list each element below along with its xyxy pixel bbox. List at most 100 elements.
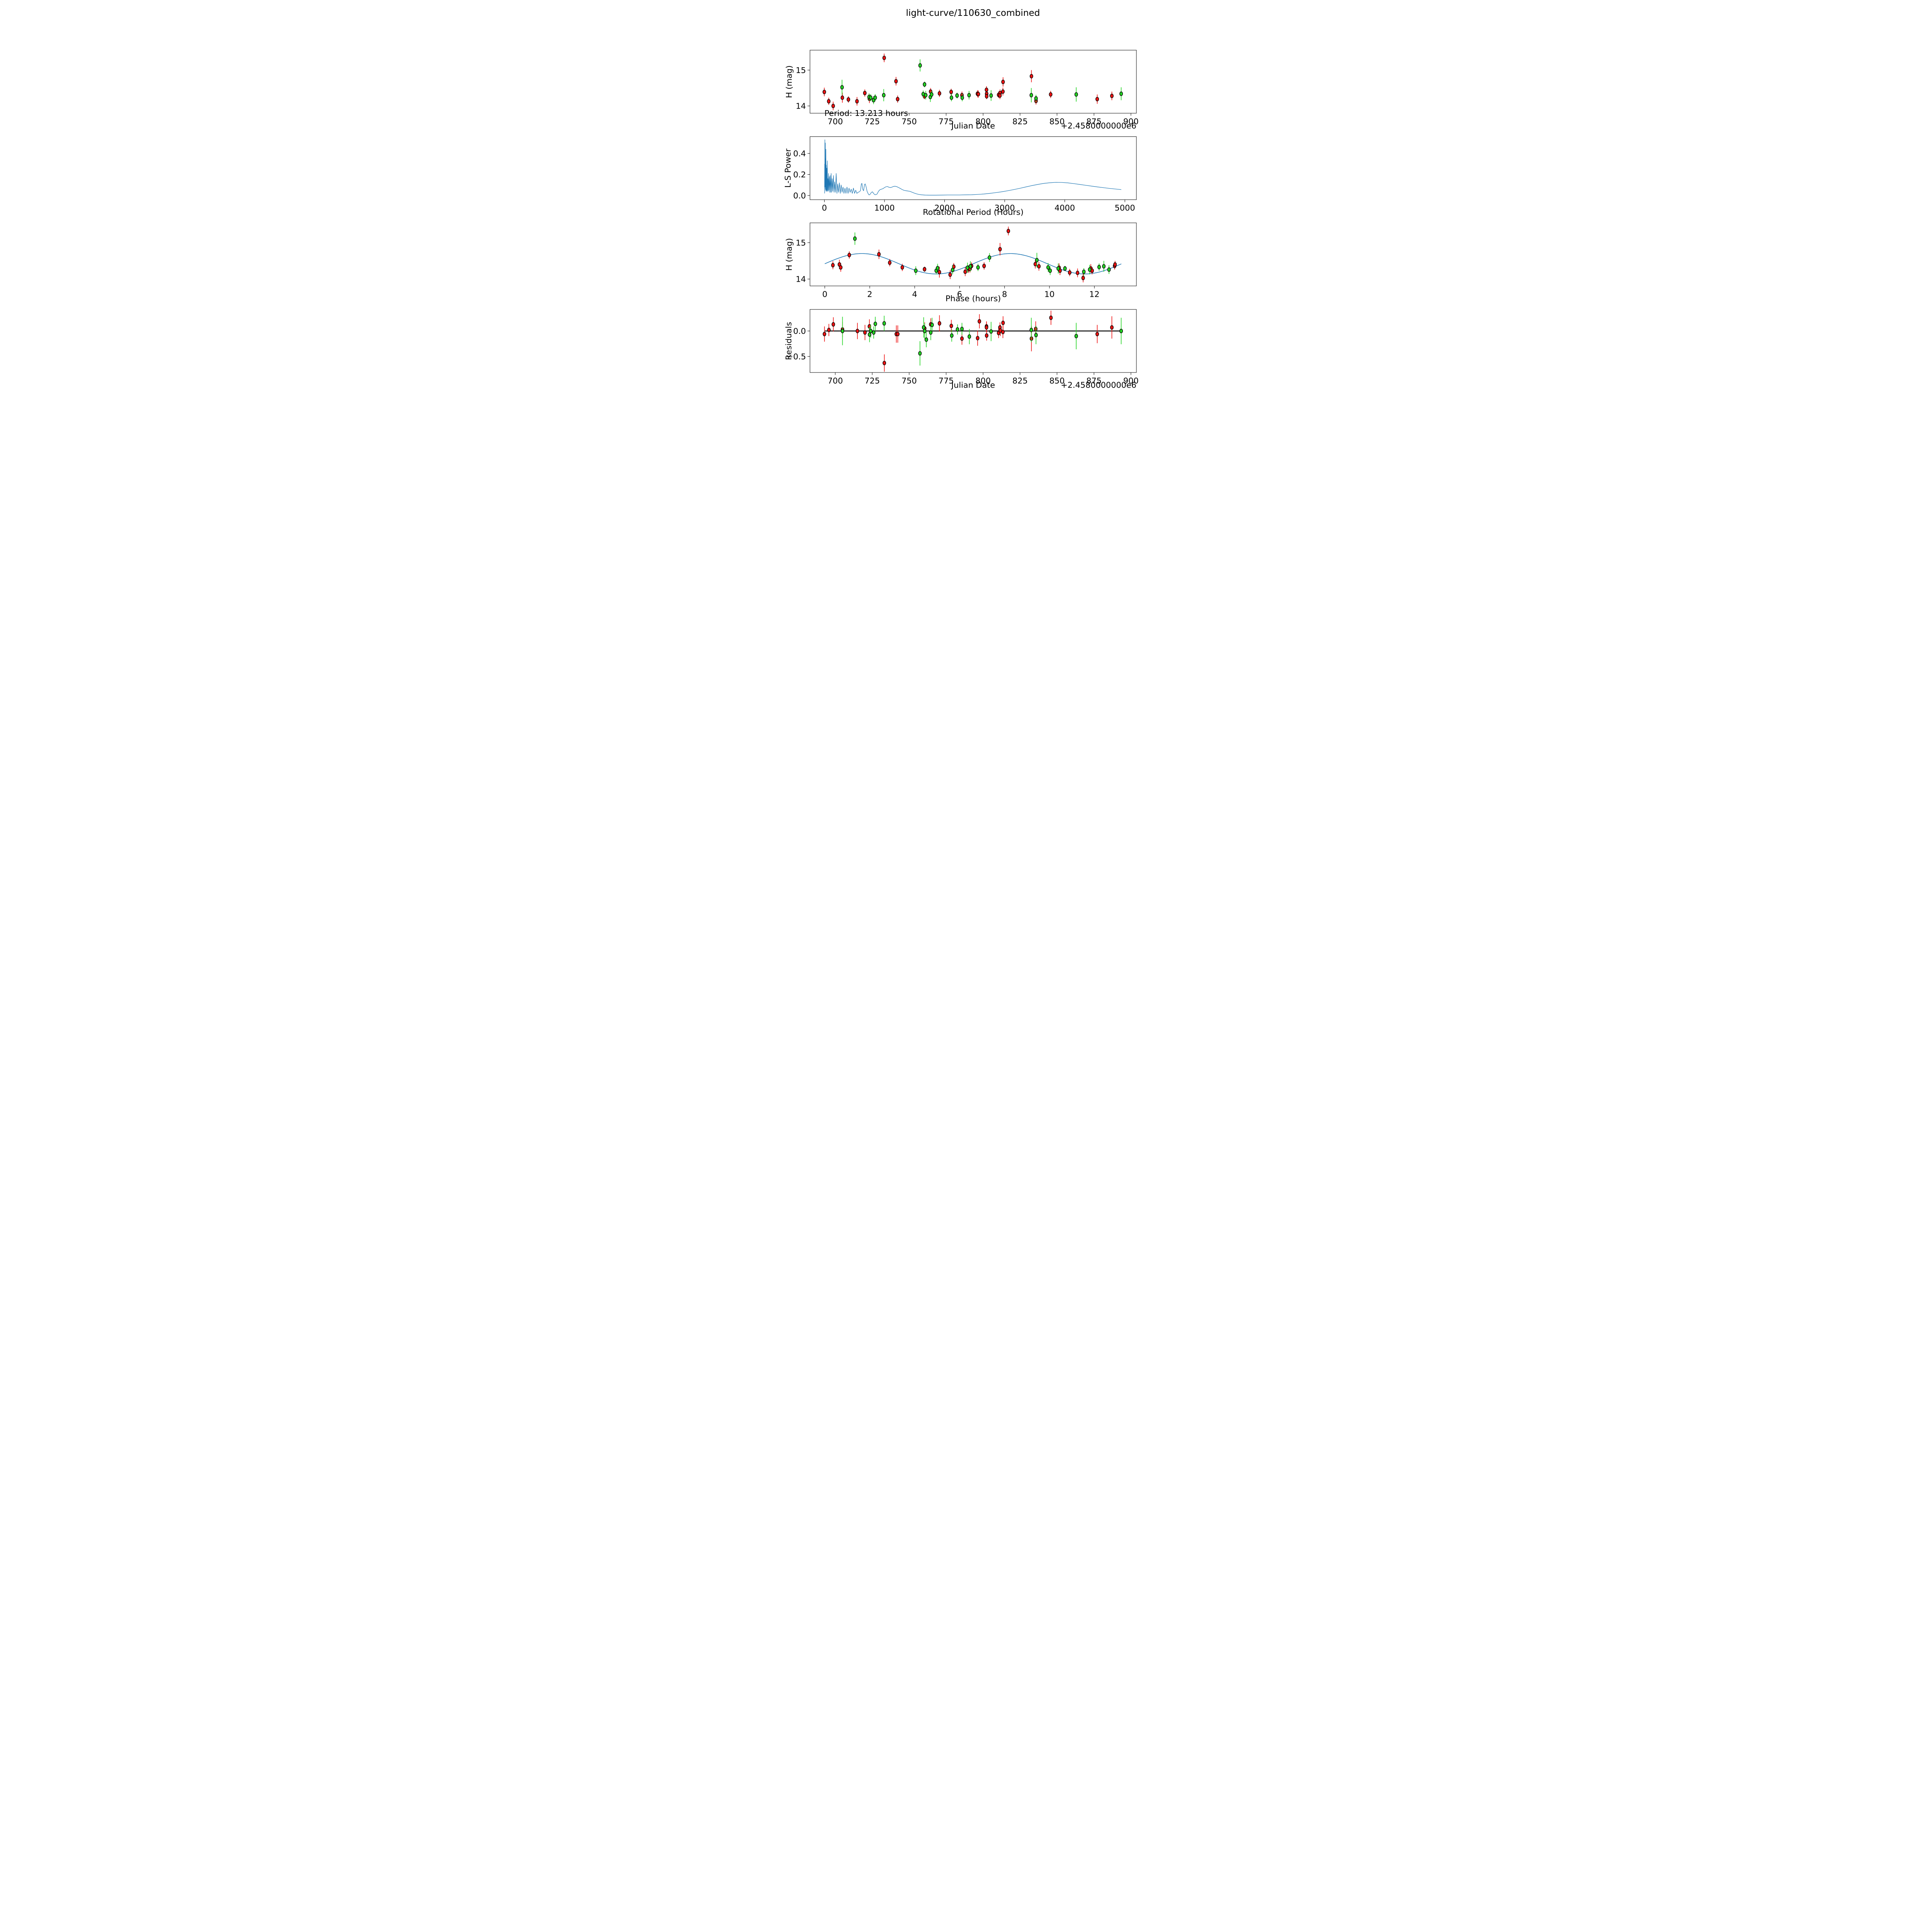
data-point xyxy=(882,321,886,326)
data-point xyxy=(1107,267,1111,272)
data-point xyxy=(840,95,844,100)
series-telescope-1-red xyxy=(823,310,1114,372)
plot-render-layer: 700 725 750 775 800 825 850 875 900 14 15 0 1000 2000… xyxy=(786,50,1139,385)
data-point xyxy=(935,266,939,270)
data-point xyxy=(960,327,964,332)
series-telescope-2-green xyxy=(840,59,1123,104)
subplot4-ylabel: Residuals xyxy=(784,322,793,360)
x-tick-label: 825 xyxy=(1012,117,1028,126)
data-point xyxy=(1049,315,1053,320)
data-point xyxy=(1048,268,1052,273)
x-tick-label: 800 xyxy=(975,117,991,126)
data-point xyxy=(924,93,928,98)
x-tick-label: 875 xyxy=(1086,376,1102,385)
data-point xyxy=(967,93,971,98)
data-point xyxy=(1102,264,1106,269)
data-point xyxy=(929,330,933,335)
series-telescope-2-green xyxy=(853,232,1111,276)
data-point xyxy=(1074,92,1078,97)
data-point xyxy=(1074,334,1078,338)
subplot1-ylabel: H (mag) xyxy=(784,65,794,98)
data-point xyxy=(978,319,981,324)
y-tick-label: 15 xyxy=(796,238,806,247)
data-point xyxy=(951,267,954,272)
data-point xyxy=(822,90,826,94)
data-point xyxy=(883,361,886,366)
data-point xyxy=(882,56,886,60)
y-tick-label: 14 xyxy=(796,275,806,284)
y-tick-label: 15 xyxy=(796,66,806,75)
y-tick-label: 0.0 xyxy=(793,327,806,336)
x-tick-label: 800 xyxy=(975,376,991,385)
data-point xyxy=(873,95,877,100)
data-point xyxy=(968,264,972,269)
data-point xyxy=(900,265,904,270)
data-point xyxy=(949,90,953,94)
light-curve-figure: light-curve/110630_combined Julian Date … xyxy=(757,0,1175,417)
x-tick-label: 825 xyxy=(1012,376,1028,385)
data-point xyxy=(918,351,922,356)
subplot4-x-offset-label: +2.4580000000e6 xyxy=(1061,380,1136,389)
data-point xyxy=(985,94,988,99)
data-point xyxy=(1037,264,1041,269)
data-point xyxy=(863,91,867,95)
data-point xyxy=(1029,74,1033,78)
data-point xyxy=(968,334,971,339)
data-point xyxy=(985,333,988,338)
data-point xyxy=(930,92,934,97)
y-tick-label: 14 xyxy=(796,102,806,111)
data-point xyxy=(1056,266,1060,271)
data-point xyxy=(873,321,877,326)
data-point xyxy=(922,325,925,330)
data-point xyxy=(823,332,827,337)
x-tick-label: 2 xyxy=(867,289,872,299)
data-point xyxy=(1001,80,1005,84)
data-point xyxy=(950,333,954,338)
subplot4-xlabel: Julian Date xyxy=(951,380,995,389)
data-point xyxy=(989,329,993,334)
x-tick-label: 4000 xyxy=(1054,203,1075,213)
x-tick-label: 4 xyxy=(912,289,917,299)
data-point xyxy=(988,255,992,260)
subplot-periodogram: 0 1000 2000 3000 4000 5000 0.0 0.2 0.4 xyxy=(793,136,1137,213)
data-point xyxy=(949,323,953,328)
x-tick-label: 8 xyxy=(1002,289,1007,299)
data-point xyxy=(840,85,844,90)
axes-frame xyxy=(810,223,1137,286)
data-point xyxy=(1095,97,1099,102)
figure-title: light-curve/110630_combined xyxy=(906,8,1040,18)
x-tick-label: 725 xyxy=(864,376,880,385)
data-point xyxy=(1001,330,1005,334)
x-tick-label: 1000 xyxy=(874,203,895,213)
y-tick-label: 0.0 xyxy=(793,191,806,200)
subplot1-x-offset-label: +2.4580000000e6 xyxy=(1061,121,1136,130)
data-point xyxy=(955,93,959,98)
axes-frame xyxy=(810,309,1137,373)
subplot-phased: 0 2 4 6 8 10 12 14 15 xyxy=(796,223,1137,299)
figure-root: light-curve/110630_combined Julian Date … xyxy=(757,0,1175,417)
data-point xyxy=(1095,332,1099,337)
data-point xyxy=(937,91,941,96)
data-point xyxy=(853,236,857,241)
data-point xyxy=(982,264,986,268)
data-point xyxy=(1076,270,1080,275)
data-point xyxy=(831,104,835,108)
subplot-residuals: 700 725 750 775 800 825 850 875 900 0.0 −0.5 xyxy=(786,309,1139,385)
data-point xyxy=(960,95,964,100)
data-point xyxy=(976,92,980,97)
data-point xyxy=(1068,270,1071,275)
data-point xyxy=(1033,262,1037,267)
data-point xyxy=(1081,276,1085,281)
x-tick-label: 850 xyxy=(1049,117,1065,126)
x-tick-label: 5000 xyxy=(1115,203,1135,213)
data-point xyxy=(827,99,831,104)
data-point xyxy=(966,265,969,270)
data-point xyxy=(923,82,927,87)
data-point xyxy=(924,337,928,342)
data-point xyxy=(869,328,872,333)
data-point xyxy=(827,328,831,332)
data-point xyxy=(1119,328,1123,333)
x-tick-label: 775 xyxy=(939,376,954,385)
ls-power-curve xyxy=(824,139,1121,196)
data-point xyxy=(863,330,867,335)
